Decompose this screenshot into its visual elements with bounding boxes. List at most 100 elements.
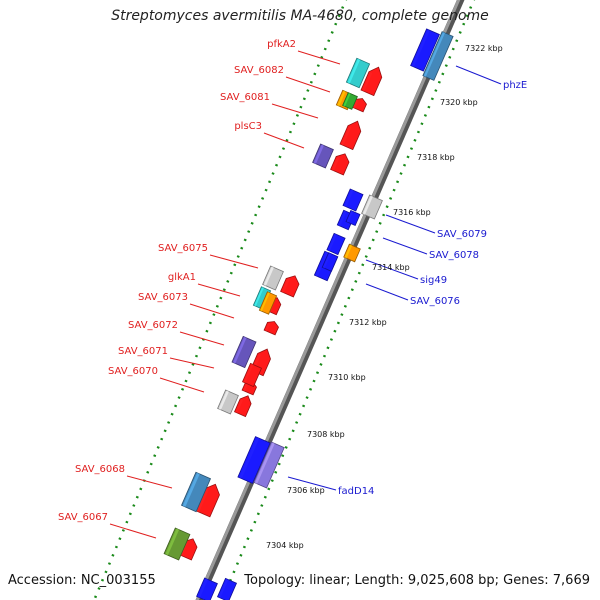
leader-SAV_6075 <box>209 254 259 269</box>
label-SAV_6078: SAV_6078 <box>429 250 479 261</box>
red-gene-1-shine <box>362 72 373 92</box>
kbp-tick-4: 7316 kbp <box>393 208 431 217</box>
gene-SAV_6082-shine <box>337 90 346 107</box>
label-sig49: sig49 <box>420 275 447 286</box>
leader-SAV_6082 <box>285 76 331 93</box>
leader-SAV_6079 <box>385 214 436 234</box>
gene-SAV_6081-shine <box>343 92 351 107</box>
gene-plsC3 <box>312 143 334 169</box>
red-gene-1 <box>360 66 383 97</box>
label-SAV_6073: SAV_6073 <box>138 292 188 303</box>
gene-SAV_6068 <box>180 471 212 513</box>
blue-gene-6 <box>237 436 271 484</box>
label-pfkA2: pfkA2 <box>267 39 296 50</box>
gene-SAV_6070-shine <box>218 390 229 410</box>
gene-phzE <box>422 31 454 81</box>
red-gene-2-shine <box>341 126 352 146</box>
genome-title: Streptomyces avermitilis MA-4680, comple… <box>111 8 489 24</box>
gene-SAV_6079-shine <box>362 195 373 215</box>
kbp-tick-7: 7310 kbp <box>328 373 366 382</box>
leader-SAV_6070 <box>159 377 205 393</box>
kbp-tick-6: 7312 kbp <box>349 318 387 327</box>
gene-SAV_6081 <box>342 92 358 110</box>
gene-SAV_6072-shine <box>233 336 247 364</box>
gene-SAV_6078 <box>345 209 361 227</box>
red-gene-4-shine <box>281 279 290 293</box>
red-gene-3-shine <box>331 157 340 171</box>
label-SAV_6079: SAV_6079 <box>437 229 487 240</box>
gene-SAV_6068-shine <box>182 472 200 507</box>
gene-SAV_6071 <box>241 362 263 388</box>
gene-glkA1-shine <box>254 287 264 307</box>
red-gene-11-shine <box>353 99 359 109</box>
leader-fadD14 <box>287 476 337 491</box>
left-track-dotted <box>92 0 348 600</box>
gene-fadD14 <box>253 441 285 489</box>
blue-gene-6-shine <box>239 437 260 479</box>
leader-SAV_6081 <box>271 103 319 119</box>
leader-pfkA2 <box>297 50 341 65</box>
gene-sig49 <box>343 243 361 263</box>
leader-SAV_6068 <box>126 475 173 489</box>
gene-glkA1 <box>252 286 272 310</box>
kbp-tick-2: 7320 kbp <box>440 98 478 107</box>
red-gene-4 <box>280 275 300 298</box>
leader-SAV_6072 <box>179 331 225 346</box>
gene-SAV_6076 <box>321 252 339 272</box>
blue-gene-5-shine <box>315 251 329 277</box>
blue-gene-1 <box>410 28 440 72</box>
label-plsC3: plsC3 <box>234 121 262 132</box>
label-SAV_6072: SAV_6072 <box>128 320 178 331</box>
kbp-tick-3: 7318 kbp <box>417 153 455 162</box>
leader-SAV_6078 <box>382 237 428 255</box>
kbp-tick-10: 7304 kbp <box>266 541 304 550</box>
gene-pfkA2 <box>345 57 371 89</box>
blue-gene-7-shine <box>197 578 208 598</box>
gene-SAV_6067-shine <box>165 528 180 556</box>
red-gene-9-shine <box>196 489 209 513</box>
accession-text: Accession: NC_003155 <box>8 573 156 588</box>
kbp-tick-5: 7314 kbp <box>372 263 410 272</box>
axis-backbone <box>195 0 465 600</box>
label-SAV_6082: SAV_6082 <box>234 65 284 76</box>
blue-gene-3-shine <box>338 210 347 227</box>
red-gene-7-shine <box>243 382 249 392</box>
leader-SAV_6067 <box>109 523 157 539</box>
gene-SAV_6070 <box>217 389 239 415</box>
label-SAV_6067: SAV_6067 <box>58 512 108 523</box>
gene-SAV_6079 <box>361 194 383 220</box>
gene-sig49-shine <box>344 244 353 259</box>
red-gene-3 <box>330 153 350 176</box>
blue-gene-2 <box>342 188 364 212</box>
blue-gene-7 <box>196 577 218 600</box>
gene-SAV_6075-shine <box>263 266 274 286</box>
gene-SAV_6076-shine <box>323 253 332 269</box>
blue-gene-4-shine <box>327 233 337 252</box>
gene-phzE-shine <box>423 32 445 77</box>
axis-highlight <box>195 0 461 600</box>
leader-SAV_6076 <box>365 283 409 301</box>
blue-gene-8-shine <box>218 578 229 599</box>
leader-sig49 <box>365 259 419 280</box>
gene-SAV_6072 <box>231 335 257 369</box>
leader-SAV_6073 <box>189 303 235 319</box>
gene-SAV_6078-shine <box>346 210 354 223</box>
leader-plsC3 <box>263 132 305 149</box>
leader-glkA1 <box>197 283 241 297</box>
blue-gene-4 <box>326 232 346 256</box>
blue-gene-2-shine <box>344 189 354 207</box>
gene-SAV_6067 <box>163 527 191 561</box>
genome-stats-text: Topology: linear; Length: 9,025,608 bp; … <box>244 573 590 588</box>
gene-SAV_6071-shine <box>243 363 254 384</box>
label-phzE: phzE <box>503 80 527 91</box>
label-SAV_6081: SAV_6081 <box>220 92 270 103</box>
gene-plsC3-shine <box>313 144 324 164</box>
red-gene-8-shine <box>235 399 243 414</box>
label-fadD14: fadD14 <box>338 486 374 497</box>
kbp-tick-9: 7306 kbp <box>287 486 325 495</box>
blue-gene-1-shine <box>411 29 430 68</box>
kbp-tick-1: 7322 kbp <box>465 44 503 53</box>
label-glkA1: glkA1 <box>168 272 196 283</box>
